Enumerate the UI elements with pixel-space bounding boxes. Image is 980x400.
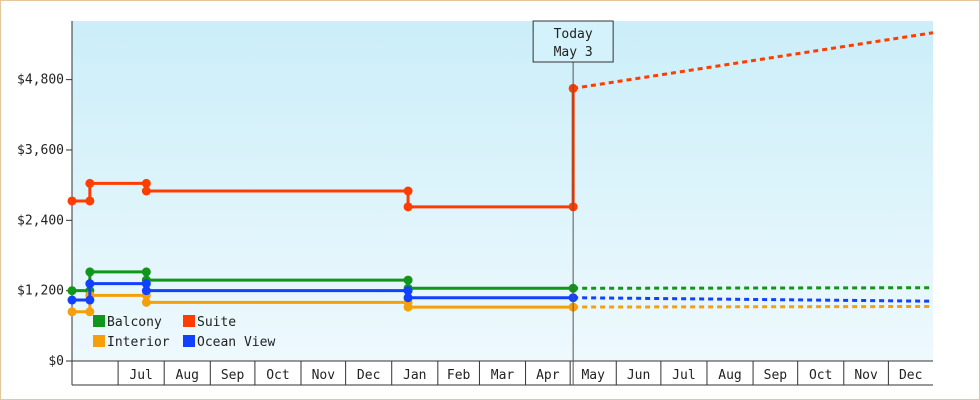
month-label: Dec — [357, 368, 380, 383]
data-point — [85, 196, 95, 206]
data-point — [141, 186, 151, 196]
month-label: Jul — [672, 368, 695, 383]
data-point — [141, 286, 151, 296]
month-label: Aug — [176, 368, 199, 383]
data-point — [141, 267, 151, 277]
month-label: Mar — [491, 368, 515, 383]
legend-label: Interior — [107, 335, 170, 350]
data-point — [85, 307, 95, 317]
legend-item-balcony: Balcony — [93, 315, 162, 330]
month-label: Feb — [447, 368, 471, 383]
series-projection-line — [573, 304, 934, 309]
legend-item-suite: Suite — [183, 315, 236, 330]
series-suite — [67, 31, 934, 212]
data-point — [403, 202, 413, 212]
legend-item-ocean-view: Ocean View — [183, 335, 275, 350]
legend-swatch — [183, 335, 195, 347]
legend-swatch — [93, 335, 105, 347]
legend-item-interior: Interior — [93, 335, 170, 350]
data-point — [85, 295, 95, 305]
month-label: Oct — [266, 368, 289, 383]
data-point — [141, 279, 151, 289]
y-tick-label: $4,800 — [17, 73, 64, 88]
data-point — [141, 178, 151, 188]
month-label: Jul — [129, 368, 152, 383]
y-tick-label: $1,200 — [17, 284, 64, 299]
data-point — [85, 178, 95, 188]
month-label: Nov — [312, 368, 336, 383]
y-tick-label: $0 — [48, 354, 64, 369]
data-point — [85, 279, 95, 289]
month-label: May — [581, 368, 605, 383]
legend-label: Ocean View — [197, 335, 275, 350]
data-point — [67, 286, 77, 296]
series-projection-line — [573, 296, 934, 303]
legend-label: Balcony — [107, 315, 162, 330]
series-ocean-view — [67, 279, 934, 305]
month-label: Jun — [627, 368, 650, 383]
month-label: Nov — [854, 368, 878, 383]
month-label: Jan — [403, 368, 426, 383]
data-point — [403, 186, 413, 196]
month-label: Aug — [718, 368, 741, 383]
series-projection-line — [572, 31, 934, 90]
y-tick-label: $3,600 — [17, 143, 64, 158]
data-point — [141, 297, 151, 307]
month-label: Oct — [809, 368, 832, 383]
data-point — [67, 307, 77, 317]
data-point — [403, 275, 413, 285]
legend-label: Suite — [197, 315, 236, 330]
today-label-box — [532, 20, 614, 63]
series-projection-line — [573, 286, 934, 290]
data-point — [403, 286, 413, 296]
today-label-line1: Today — [554, 27, 593, 42]
month-label: Sep — [221, 368, 245, 383]
legend-swatch — [183, 315, 195, 327]
data-point — [403, 293, 413, 303]
data-point — [67, 196, 77, 206]
data-point — [403, 302, 413, 312]
data-point — [67, 295, 77, 305]
legend-swatch — [93, 315, 105, 327]
y-tick-label: $2,400 — [17, 213, 64, 228]
month-label: Sep — [764, 368, 788, 383]
month-label: Dec — [899, 368, 922, 383]
today-label-line2: May 3 — [554, 45, 593, 60]
data-point — [85, 267, 95, 277]
month-label: Apr — [536, 368, 560, 383]
